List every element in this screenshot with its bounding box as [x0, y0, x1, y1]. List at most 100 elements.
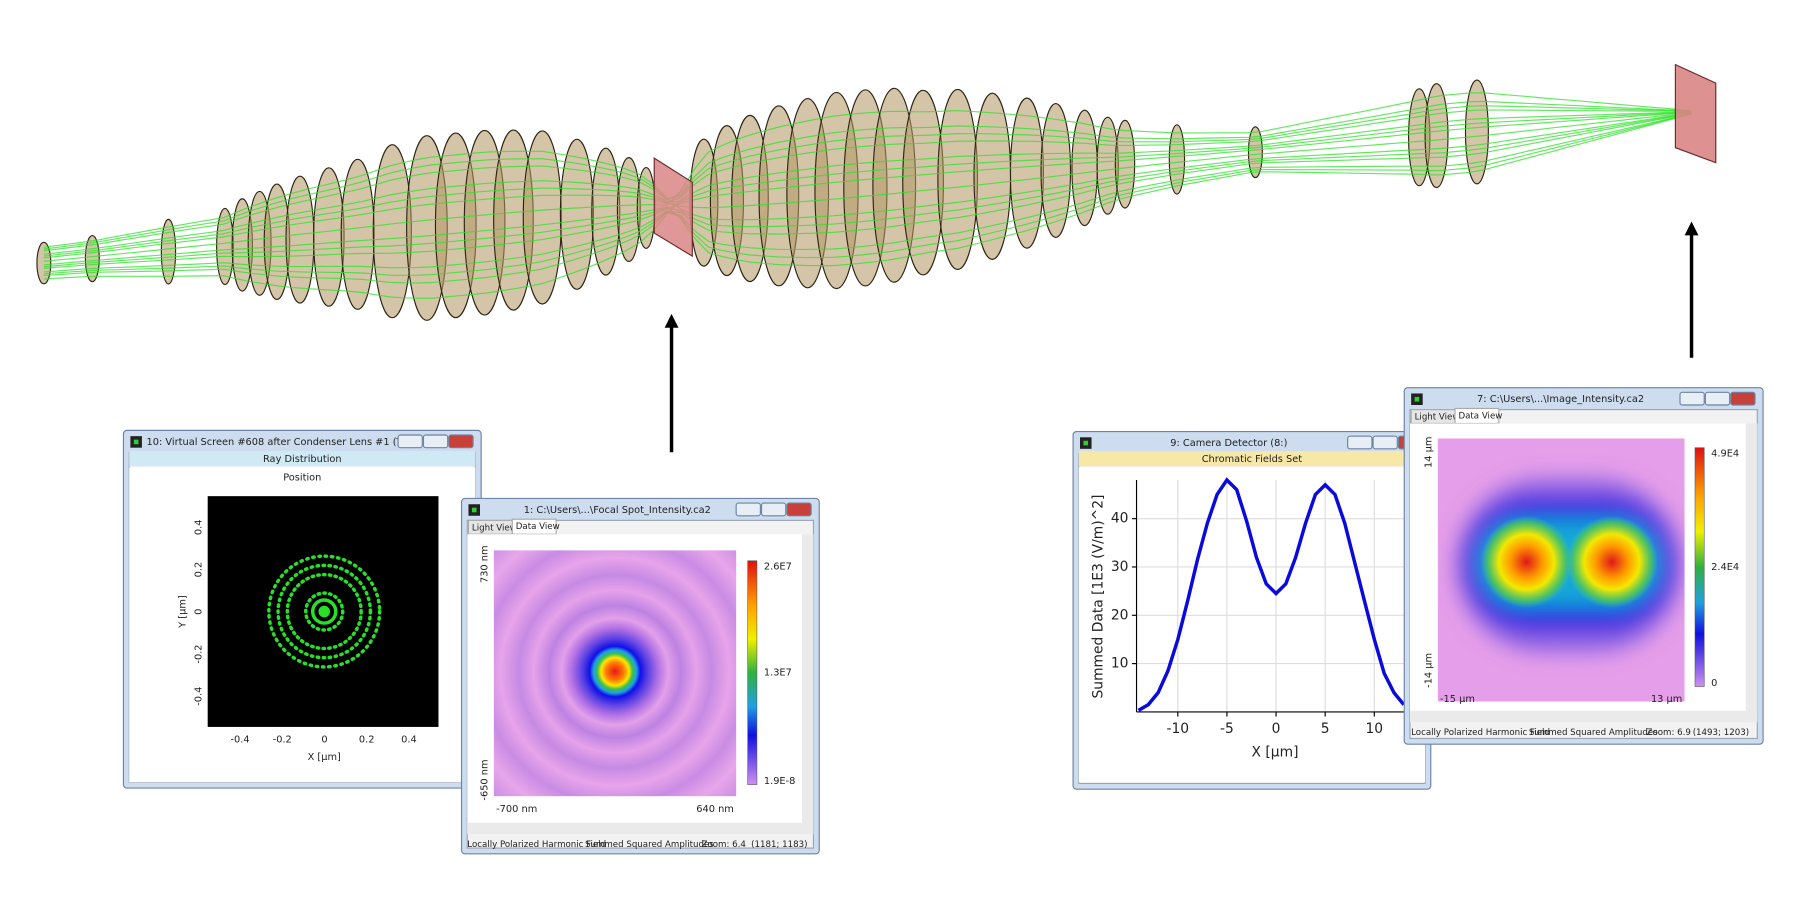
- arrow-head: [1684, 221, 1699, 236]
- y-tick-label: -0.2: [193, 644, 204, 663]
- lens: [372, 144, 412, 319]
- window-button[interactable]: [397, 434, 423, 449]
- y-tick-label: 0.4: [193, 520, 204, 536]
- colorbar: [1694, 447, 1705, 687]
- scrollbar: [1745, 423, 1758, 723]
- y-tick-label: 30: [1111, 559, 1129, 575]
- x-axis-label: X [µm]: [1252, 744, 1299, 760]
- ray: [43, 111, 1692, 269]
- header-band: [129, 451, 476, 467]
- axis-label: 730 nm: [480, 545, 491, 583]
- ray-hits: [310, 598, 338, 625]
- x-tick-label: 5: [1321, 721, 1330, 737]
- lens: [902, 89, 944, 276]
- intensity-image: [493, 550, 737, 797]
- x-tick-label: 0: [321, 735, 327, 746]
- ray: [43, 113, 1692, 267]
- x-tick-label: -5: [1220, 721, 1234, 737]
- y-axis-label: Y [µm]: [177, 595, 188, 629]
- lens: [1009, 97, 1045, 249]
- ray: [43, 113, 1692, 273]
- ray: [43, 112, 1692, 248]
- arrow-head: [664, 313, 679, 328]
- window-button[interactable]: [1679, 391, 1705, 406]
- axis-label: -650 nm: [480, 759, 491, 800]
- ray: [43, 113, 1692, 284]
- window-button[interactable]: [786, 502, 812, 517]
- tab-label: Light View: [472, 523, 517, 533]
- subtitle: Position: [283, 473, 321, 484]
- colorbar: [747, 560, 758, 785]
- window-icon: [1414, 396, 1420, 402]
- tab-label: Data View: [1458, 411, 1502, 421]
- x-tick-label: -10: [1167, 721, 1190, 737]
- x-axis-label: X [µm]: [308, 752, 341, 763]
- spot: [1480, 515, 1573, 609]
- window-title: 7: C:\Users\...\Image_Intensity.ca2: [1477, 394, 1644, 405]
- axis-label: -14 µm: [1423, 653, 1434, 688]
- lens: [1040, 102, 1072, 238]
- status-text: Summed Squared Amplitudes: [1529, 728, 1658, 738]
- x-tick-label: 0.2: [359, 735, 375, 746]
- ray: [43, 111, 1692, 299]
- window-button[interactable]: [735, 502, 761, 517]
- window: 1: C:\Users\...\Focal Spot_Intensity.ca2…: [460, 497, 820, 855]
- header: Ray Distribution: [263, 454, 342, 465]
- tab-label: Data View: [516, 522, 560, 532]
- axis-label: -15 µm: [1440, 694, 1475, 705]
- colorbar-label: 1.3E7: [764, 668, 792, 679]
- spot: [1565, 515, 1659, 609]
- curve: [1137, 477, 1406, 712]
- window-button[interactable]: [1730, 391, 1756, 406]
- ray-hits: [285, 572, 363, 651]
- lens: [1424, 83, 1449, 189]
- scrollbar: [1410, 710, 1758, 723]
- colorbar-label: 4.9E4: [1711, 448, 1739, 459]
- axis-label: 14 µm: [1423, 437, 1434, 468]
- axis-label: 640 nm: [696, 804, 734, 815]
- axis-label: 13 µm: [1651, 694, 1682, 705]
- lens: [973, 92, 1012, 260]
- ray: [43, 111, 1692, 259]
- y-tick-label: 40: [1111, 511, 1129, 527]
- window-button[interactable]: [1704, 391, 1731, 406]
- x-tick-label: -0.4: [230, 735, 249, 746]
- detector-screen: [1674, 63, 1717, 164]
- colorbar-label: 2.4E4: [1711, 562, 1739, 573]
- window-button[interactable]: [1372, 435, 1398, 450]
- ray: [43, 111, 1692, 255]
- x-tick-label: 0: [1272, 721, 1281, 737]
- window: 7: C:\Users\...\Image_Intensity.ca2 Light…: [1403, 387, 1764, 745]
- status-text: Zoom: 6.9: [1647, 728, 1691, 738]
- window-button[interactable]: [448, 434, 474, 449]
- window-title: 9: Camera Detector (8:): [1170, 438, 1287, 449]
- lens: [285, 175, 315, 304]
- header-band: [1078, 451, 1425, 467]
- ray: [43, 109, 1692, 257]
- window-title: 1: C:\Users\...\Focal Spot_Intensity.ca2: [524, 505, 711, 516]
- window-icon: [133, 439, 139, 445]
- x-tick-label: 10: [1365, 721, 1383, 737]
- window-button[interactable]: [760, 502, 787, 517]
- status-text: Locally Polarized Harmonic Field: [1411, 728, 1550, 738]
- status-text: (1493; 1203): [1693, 728, 1749, 738]
- header: Chromatic Fields Set: [1202, 454, 1303, 465]
- optical-system: [36, 63, 1717, 321]
- status-text: Summed Squared Amplitudes: [585, 840, 714, 850]
- window: 10: Virtual Screen #608 after Condenser …: [122, 429, 482, 789]
- ray: [43, 112, 1692, 268]
- y-tick-label: 10: [1111, 656, 1129, 672]
- window-button[interactable]: [422, 434, 449, 449]
- ray: [43, 92, 1692, 262]
- ray-hits: [304, 591, 345, 632]
- status-text: Zoom: 6.4: [702, 840, 747, 850]
- ray: [43, 100, 1692, 252]
- y-tick-label: 20: [1111, 607, 1129, 623]
- lens: [340, 158, 375, 310]
- axis-label: -700 nm: [496, 804, 537, 815]
- y-tick-label: -0.4: [193, 687, 204, 706]
- tab-label: Light View: [1415, 413, 1460, 423]
- window-button[interactable]: [1347, 435, 1373, 450]
